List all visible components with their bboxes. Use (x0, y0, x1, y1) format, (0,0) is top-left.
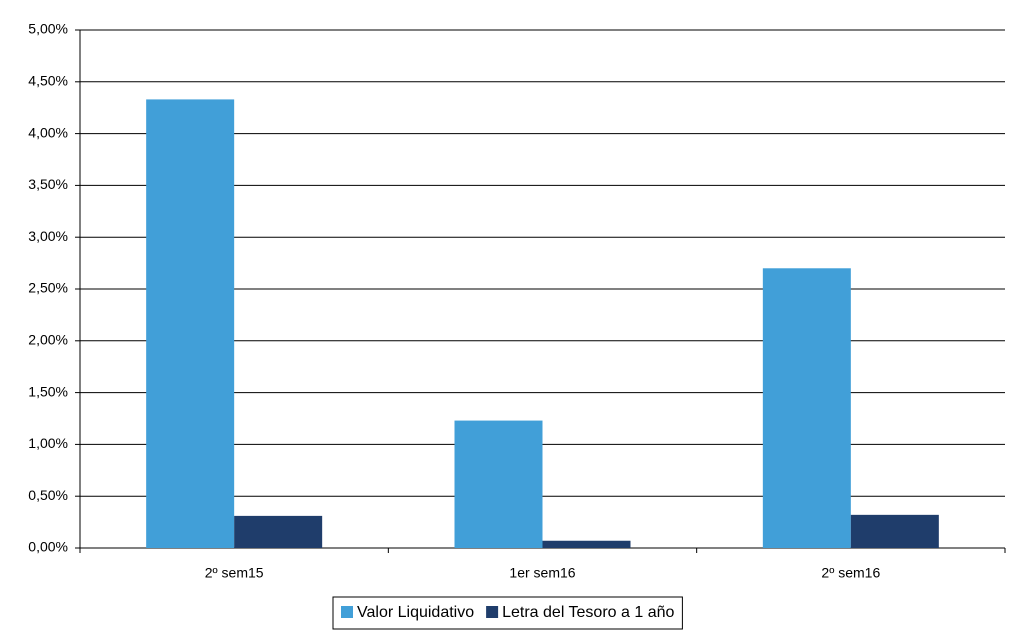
legend: Valor Liquidativo Letra del Tesoro a 1 añ… (332, 596, 683, 630)
y-tick-label: 0,00% (28, 539, 68, 555)
y-tick-label: 5,00% (28, 21, 68, 37)
y-tick-label: 3,50% (28, 176, 68, 192)
legend-label: Valor Liquidativo (357, 604, 474, 621)
legend-swatch (341, 606, 353, 618)
y-tick-label: 1,00% (28, 435, 68, 451)
bar (454, 420, 543, 548)
bar (542, 540, 631, 548)
y-tick-label: 4,00% (28, 124, 68, 140)
y-tick-label: 2,50% (28, 280, 68, 296)
x-tick-label: 2º sem15 (205, 565, 264, 581)
bar (146, 99, 235, 549)
y-tick-label: 0,50% (28, 487, 68, 503)
x-tick-label: 1er sem16 (509, 565, 575, 581)
y-tick-label: 4,50% (28, 73, 68, 89)
bar (762, 268, 851, 548)
bar (234, 515, 323, 548)
legend-box (332, 596, 683, 630)
x-tick-label: 2º sem16 (821, 565, 880, 581)
bar (850, 514, 939, 548)
y-tick-label: 1,50% (28, 383, 68, 399)
legend-label: Letra del Tesoro a 1 año (502, 604, 674, 621)
legend-swatch (486, 606, 499, 618)
y-tick-label: 2,00% (28, 332, 68, 348)
y-tick-label: 3,00% (28, 228, 68, 244)
